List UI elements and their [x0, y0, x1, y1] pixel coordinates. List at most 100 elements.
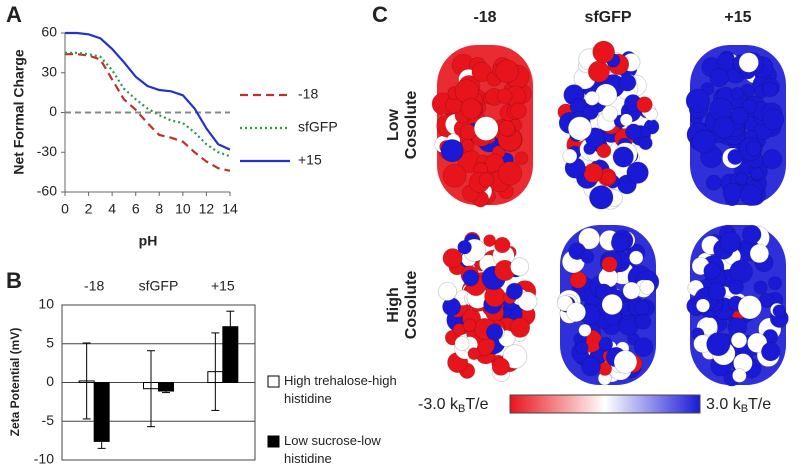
legend-label: High trehalose-high histidine [284, 373, 397, 406]
surface-patch [496, 88, 513, 105]
y-tick-label: 10 [38, 296, 54, 312]
data-line [65, 51, 231, 158]
surface-patch [510, 257, 530, 277]
legend-swatch [267, 435, 280, 448]
surface-patch [749, 243, 770, 264]
surface-patch [625, 123, 642, 141]
surface-patch [462, 318, 477, 333]
surface-patch [692, 129, 717, 154]
surface-patch [509, 102, 527, 120]
colorbar [509, 394, 701, 414]
bar [93, 382, 110, 442]
surface-patch [722, 182, 743, 203]
surface-patch [634, 299, 650, 316]
surface-patch [460, 98, 482, 120]
surface-patch [639, 279, 655, 295]
x-tick-label: 6 [132, 201, 140, 217]
surface-patch [567, 116, 592, 141]
x-axis-label: pH [139, 233, 158, 249]
y-tick-label: -5 [42, 412, 55, 428]
surface-patch [437, 281, 458, 301]
surface-patch [454, 335, 470, 352]
surface-patch [730, 86, 744, 100]
protein-surface [557, 40, 660, 210]
surface-patch [442, 163, 467, 188]
y-axis-label: Net Formal Charge [11, 49, 27, 174]
x-tick-label: -18 [84, 278, 104, 294]
surface-patch [610, 233, 630, 253]
surface-patch [485, 323, 504, 341]
surface-patch [471, 61, 492, 83]
surface-patch [638, 135, 653, 151]
surface-patch [495, 59, 519, 84]
panel-label: A [6, 2, 22, 27]
surface-patch [729, 259, 754, 284]
surface-patch [703, 262, 721, 280]
surface-patch [613, 350, 638, 374]
surface-patch [762, 81, 778, 98]
x-tick-label: 2 [85, 201, 93, 217]
column-header: sfGFP [584, 9, 631, 26]
surface-patch [712, 116, 735, 139]
error-bar [211, 332, 220, 411]
x-tick-label: 14 [222, 201, 238, 217]
surface-patch [741, 98, 758, 115]
surface-patch [619, 113, 633, 127]
surface-patch [584, 90, 600, 106]
surface-patch [738, 52, 759, 73]
data-line [65, 53, 231, 172]
surface-patch [566, 302, 587, 323]
surface-patch [569, 271, 588, 289]
surface-patch [562, 148, 578, 164]
legend-label: sfGFP [298, 119, 338, 135]
surface-patch [491, 357, 510, 376]
surface-patch [768, 276, 782, 291]
y-tick-label: 0 [49, 103, 57, 119]
surface-patch [750, 166, 764, 181]
surface-patch [589, 185, 614, 210]
x-tick-label: sfGFP [139, 278, 179, 294]
surface-patch [580, 249, 595, 264]
surface-patch [601, 105, 618, 122]
colorbar-label: -3.0 kBT/e [418, 396, 489, 415]
surface-patch [583, 162, 604, 183]
x-tick-label: 8 [155, 201, 163, 217]
surface-patch [760, 341, 781, 362]
surface-patch [442, 248, 463, 269]
legend-label: +15 [298, 152, 322, 168]
surface-patch [601, 256, 618, 273]
surface-patch [497, 161, 523, 186]
surface-patch [719, 231, 742, 253]
x-tick-label: 4 [108, 201, 116, 217]
surface-patch [728, 279, 744, 295]
x-tick-label: 0 [61, 201, 69, 217]
surface-patch [705, 174, 722, 191]
legend-label: -18 [298, 86, 318, 102]
surface-patch [494, 236, 511, 254]
error-bar [147, 350, 155, 428]
protein-surface [685, 45, 786, 207]
protein-surface [556, 225, 660, 386]
surface-patch [578, 323, 592, 337]
surface-patch [581, 356, 601, 377]
protein-surface [437, 225, 538, 385]
y-tick-label: -10 [34, 451, 54, 467]
surface-patch [596, 143, 612, 159]
surface-patch [462, 269, 480, 287]
surface-patch [509, 317, 531, 338]
surface-patch [742, 224, 762, 245]
legend-swatch [267, 375, 280, 388]
surface-patch [601, 170, 616, 185]
surface-patch [628, 250, 644, 265]
surface-patch [762, 108, 785, 131]
surface-patch [502, 344, 528, 369]
column-header: +15 [724, 9, 751, 26]
surface-patch [706, 332, 731, 357]
surface-patch [695, 298, 711, 313]
surface-patch [730, 106, 749, 125]
surface-patch [747, 332, 768, 354]
surface-patch [739, 184, 762, 207]
error-bar [226, 310, 235, 343]
surface-patch [730, 332, 748, 349]
